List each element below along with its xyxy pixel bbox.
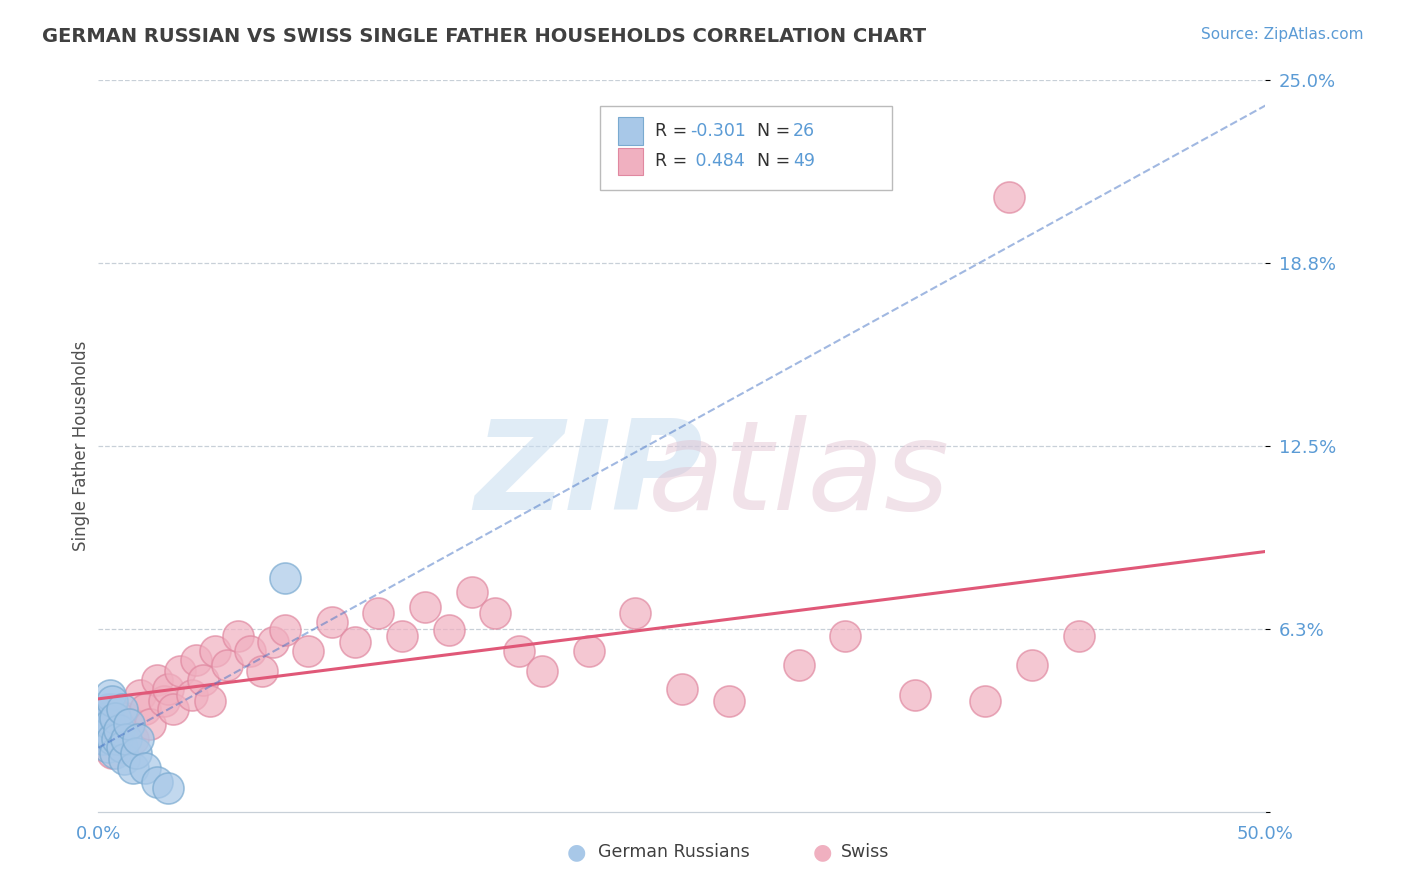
Point bbox=[105, 731, 128, 746]
Point bbox=[344, 635, 367, 649]
Text: 0.484: 0.484 bbox=[690, 153, 745, 170]
Point bbox=[111, 702, 134, 716]
Point bbox=[186, 652, 208, 666]
Point bbox=[111, 723, 134, 737]
Point bbox=[139, 717, 162, 731]
Point bbox=[274, 624, 297, 638]
Point bbox=[484, 606, 506, 620]
Point bbox=[115, 731, 138, 746]
Point bbox=[162, 702, 184, 716]
Point bbox=[204, 644, 226, 658]
Point bbox=[134, 761, 156, 775]
Point bbox=[91, 731, 114, 746]
Point bbox=[391, 629, 413, 643]
Text: N =: N = bbox=[747, 153, 796, 170]
Point bbox=[101, 731, 124, 746]
Point bbox=[115, 711, 138, 725]
Point bbox=[97, 717, 120, 731]
Point bbox=[530, 665, 553, 679]
Text: R =: R = bbox=[655, 153, 693, 170]
Point bbox=[578, 644, 600, 658]
Point bbox=[157, 781, 180, 796]
Point bbox=[105, 731, 128, 746]
Point bbox=[437, 624, 460, 638]
Point bbox=[97, 740, 120, 755]
Point bbox=[1067, 629, 1090, 643]
Text: German Russians: German Russians bbox=[598, 843, 749, 861]
Point bbox=[98, 688, 121, 702]
Point bbox=[101, 693, 124, 707]
Point bbox=[90, 717, 112, 731]
Text: ZIP: ZIP bbox=[474, 415, 703, 536]
Point bbox=[169, 665, 191, 679]
Point bbox=[1021, 658, 1043, 673]
Point bbox=[193, 673, 215, 687]
Point bbox=[101, 746, 124, 760]
Point bbox=[125, 746, 148, 760]
Point bbox=[118, 717, 141, 731]
Point bbox=[94, 723, 117, 737]
Point bbox=[98, 717, 121, 731]
Point bbox=[111, 740, 134, 755]
Point bbox=[787, 658, 810, 673]
FancyBboxPatch shape bbox=[617, 147, 644, 176]
Text: GERMAN RUSSIAN VS SWISS SINGLE FATHER HOUSEHOLDS CORRELATION CHART: GERMAN RUSSIAN VS SWISS SINGLE FATHER HO… bbox=[42, 27, 927, 45]
Point bbox=[134, 702, 156, 716]
Point bbox=[997, 190, 1019, 204]
Text: 49: 49 bbox=[793, 153, 814, 170]
Point bbox=[717, 693, 740, 707]
Point bbox=[180, 688, 202, 702]
Point bbox=[146, 775, 169, 789]
Point bbox=[834, 629, 856, 643]
Point bbox=[367, 606, 389, 620]
Point bbox=[297, 644, 319, 658]
Point bbox=[108, 723, 131, 737]
Text: ●: ● bbox=[567, 842, 586, 862]
Text: -0.301: -0.301 bbox=[690, 121, 747, 140]
Point bbox=[112, 752, 135, 766]
Point bbox=[228, 629, 250, 643]
Text: Swiss: Swiss bbox=[841, 843, 889, 861]
Point bbox=[104, 746, 127, 760]
Point bbox=[129, 688, 152, 702]
Point bbox=[152, 693, 174, 707]
Point bbox=[461, 585, 484, 599]
Point bbox=[97, 702, 120, 716]
Point bbox=[200, 693, 222, 707]
Point bbox=[157, 681, 180, 696]
Point bbox=[274, 571, 297, 585]
Point bbox=[127, 731, 149, 746]
Point bbox=[101, 702, 124, 716]
Point bbox=[91, 731, 114, 746]
FancyBboxPatch shape bbox=[600, 106, 891, 190]
Text: Source: ZipAtlas.com: Source: ZipAtlas.com bbox=[1201, 27, 1364, 42]
FancyBboxPatch shape bbox=[617, 117, 644, 145]
Point bbox=[104, 711, 127, 725]
Text: N =: N = bbox=[747, 121, 796, 140]
Point bbox=[262, 635, 284, 649]
Text: ●: ● bbox=[813, 842, 832, 862]
Point bbox=[413, 599, 436, 614]
Point bbox=[146, 673, 169, 687]
Point bbox=[239, 644, 262, 658]
Text: 26: 26 bbox=[793, 121, 815, 140]
Point bbox=[122, 761, 145, 775]
Point bbox=[974, 693, 997, 707]
Point bbox=[94, 711, 117, 725]
Point bbox=[671, 681, 693, 696]
Y-axis label: Single Father Households: Single Father Households bbox=[72, 341, 90, 551]
Point bbox=[904, 688, 927, 702]
Point bbox=[321, 615, 343, 629]
Text: atlas: atlas bbox=[648, 415, 949, 536]
Point bbox=[624, 606, 647, 620]
Point bbox=[215, 658, 238, 673]
Point bbox=[250, 665, 273, 679]
Point bbox=[508, 644, 530, 658]
Text: R =: R = bbox=[655, 121, 693, 140]
Point bbox=[122, 731, 145, 746]
